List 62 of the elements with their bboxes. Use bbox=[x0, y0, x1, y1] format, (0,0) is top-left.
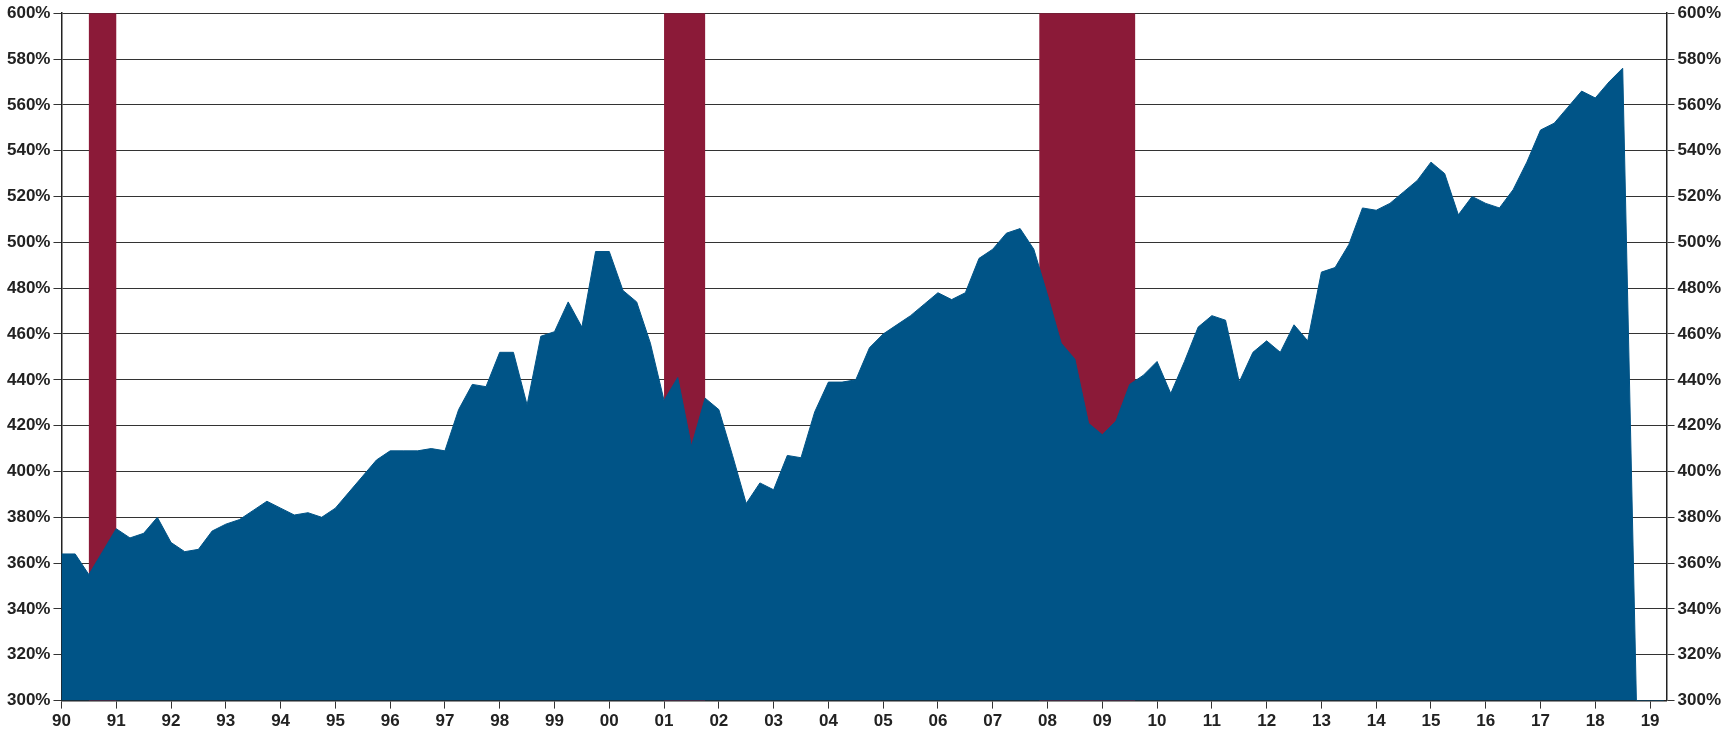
y2-tick-label: 600% bbox=[1677, 2, 1721, 22]
x-tick-label: 19 bbox=[1640, 711, 1660, 731]
y2-tick-label: 420% bbox=[1677, 415, 1721, 435]
x-tick-label: 04 bbox=[818, 711, 839, 731]
y2-tick-label: 360% bbox=[1677, 552, 1721, 572]
y2-tick-label: 320% bbox=[1677, 644, 1721, 664]
x-tick-label: 11 bbox=[1202, 711, 1221, 731]
x-tick-label: 14 bbox=[1366, 711, 1387, 731]
y2-tick-label: 300% bbox=[1677, 690, 1721, 710]
y-tick-label: 600% bbox=[7, 2, 51, 22]
x-tick-label: 10 bbox=[1147, 711, 1167, 731]
x-tick-label: 09 bbox=[1092, 711, 1112, 731]
x-tick-label: 12 bbox=[1257, 711, 1277, 731]
y2-tick-label: 500% bbox=[1677, 232, 1721, 252]
x-tick-label: 99 bbox=[545, 711, 564, 731]
x-tick-label: 03 bbox=[764, 711, 784, 731]
x-tick-label: 15 bbox=[1421, 711, 1441, 731]
x-tick-label: 13 bbox=[1311, 711, 1331, 731]
x-tick-label: 01 bbox=[654, 711, 674, 731]
y2-tick-label: 380% bbox=[1677, 506, 1721, 526]
x-tick-label: 16 bbox=[1476, 711, 1496, 731]
y-tick-label: 500% bbox=[7, 232, 51, 252]
y2-tick-label: 480% bbox=[1677, 277, 1721, 297]
y2-tick-label: 400% bbox=[1677, 461, 1721, 481]
x-tick-label: 96 bbox=[380, 711, 400, 731]
y2-tick-label: 520% bbox=[1677, 186, 1721, 206]
y-tick-label: 420% bbox=[7, 415, 51, 435]
y-tick-label: 360% bbox=[7, 552, 51, 572]
y-tick-label: 520% bbox=[7, 186, 51, 206]
y-tick-label: 380% bbox=[7, 506, 51, 526]
x-tick-label: 08 bbox=[1038, 711, 1057, 731]
x-tick-label: 98 bbox=[490, 711, 510, 731]
y-tick-label: 480% bbox=[7, 277, 51, 297]
x-tick-label: 91 bbox=[106, 711, 126, 731]
y2-tick-label: 340% bbox=[1677, 598, 1721, 618]
x-tick-label: 18 bbox=[1585, 711, 1605, 731]
x-tick-label: 02 bbox=[709, 711, 729, 731]
y2-tick-label: 580% bbox=[1677, 48, 1721, 68]
y-tick-label: 320% bbox=[7, 644, 51, 664]
x-tick-label: 97 bbox=[435, 711, 455, 731]
x-tick-label: 93 bbox=[216, 711, 236, 731]
y-tick-label: 300% bbox=[7, 690, 51, 710]
x-tick-label: 00 bbox=[599, 711, 619, 731]
y-tick-label: 340% bbox=[7, 598, 51, 618]
x-tick-label: 06 bbox=[928, 711, 948, 731]
x-tick-label: 05 bbox=[873, 711, 893, 731]
y2-tick-label: 560% bbox=[1677, 94, 1721, 114]
x-tick-label: 95 bbox=[325, 711, 345, 731]
x-tick-label: 90 bbox=[52, 711, 71, 731]
x-tick-label: 94 bbox=[271, 711, 291, 731]
y-tick-label: 540% bbox=[7, 140, 51, 160]
x-tick-label: 92 bbox=[161, 711, 181, 731]
y-tick-label: 400% bbox=[7, 461, 51, 481]
y2-tick-label: 460% bbox=[1677, 323, 1721, 343]
y-tick-label: 460% bbox=[7, 323, 51, 343]
y2-tick-label: 440% bbox=[1677, 369, 1721, 389]
y-tick-label: 440% bbox=[7, 369, 51, 389]
y2-tick-label: 540% bbox=[1677, 140, 1721, 160]
y-tick-label: 560% bbox=[7, 94, 51, 114]
x-tick-label: 07 bbox=[983, 711, 1003, 731]
x-tick-label: 17 bbox=[1531, 711, 1550, 731]
y-tick-label: 580% bbox=[7, 48, 51, 68]
